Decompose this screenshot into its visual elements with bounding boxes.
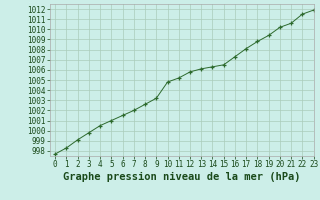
X-axis label: Graphe pression niveau de la mer (hPa): Graphe pression niveau de la mer (hPa) <box>63 172 300 182</box>
